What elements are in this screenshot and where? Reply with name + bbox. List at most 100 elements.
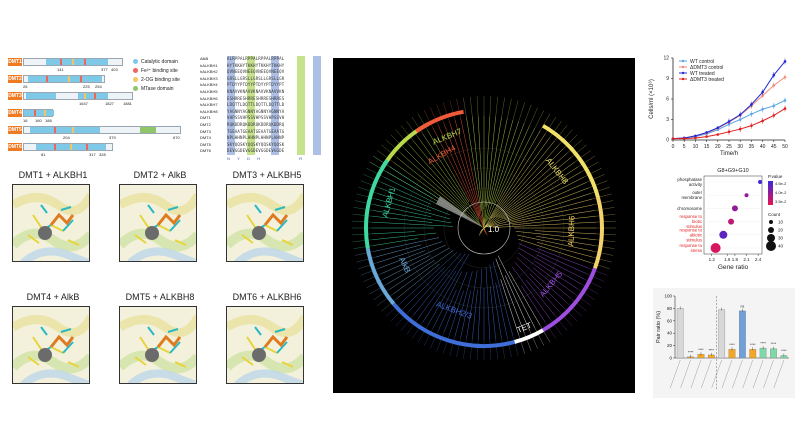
tree-leaf-label [583,278,602,289]
tree-branch [422,270,457,323]
tree-leaf-label [577,288,595,301]
domain-segment [140,127,156,133]
tree-internal-arc [443,187,525,269]
tree-leaf-label [456,98,461,119]
alignment-sequence-name: hALKBH5 [200,89,218,94]
tree-leaf-label [567,139,583,154]
alignment-sequence-name: hALKBH6 [200,95,218,101]
x-category-label [763,359,774,389]
protein-ribbon [20,369,89,383]
tree-leaf-label [586,273,605,282]
alignment-sequence-name: DMT6 [200,148,211,154]
category-label: phosphatase [677,177,702,182]
tree-leaf-label [583,167,602,178]
residue-stick [174,239,187,246]
y-axis-label: Cells/ml (×10⁶) [648,79,655,119]
alignment-sequence-name: hALKBH4 [200,82,218,88]
domain-position-label: 141 [57,67,64,72]
protein-structure-render [13,192,89,261]
tree-leaf-label [373,288,391,301]
tree-branch [449,121,487,234]
legend-label: ΔDMT3 treated [690,77,724,83]
tree-leaf-label [358,262,378,269]
colorbar-tick-label: 4.5e-2 [775,181,787,186]
domain-position-label: 26 [23,84,28,89]
alignment-sequence-name: hALKBH8 [200,108,218,114]
domain-segment [72,59,74,65]
count-legend-dot [768,227,774,233]
tree-branch [404,266,446,308]
tree-branch [497,255,536,328]
domain-position-label: 379 [109,135,116,140]
tree-leaf-label [593,251,614,256]
x-tick-label: 5 [683,144,686,150]
y-tick-label: 12 [663,56,669,62]
tree-leaf-label [570,144,587,158]
domain-position-label: 225 [83,84,90,89]
residue-stick [281,239,294,246]
domain-position-label: 670 [173,135,180,140]
tree-leaf-label [595,239,616,242]
tree-branch [483,166,579,229]
domain-segment [84,59,86,65]
alignment-sequence-row: DEVGGDEVGGDEVGGDEVGGDE [227,148,285,154]
tree-branch [517,234,594,252]
tree-leaf-label [354,200,375,205]
tree-branch [480,148,564,232]
growth-curve-chart: 0 3 6 9 12 0 5 10 15 20 25 30 35 40 45 50 Time/h Cells/ml… [648,56,788,158]
tree-leaf-label [363,174,382,183]
tree-branch [384,255,430,280]
residue-stick [67,361,80,368]
enrichment-dot [758,180,763,184]
tree-branch [375,244,422,258]
count-legend-label: 10 [778,220,784,225]
colorbar-tick-label: 3.5e-2 [775,199,787,204]
legend-dot-icon [133,59,138,65]
alignment-sequence-name: hALKBH7 [200,102,218,108]
tree-leaf-label [463,338,467,359]
x-tick-label: 35 [749,144,755,150]
domain-segment [70,144,72,150]
significance-label: **** [709,348,715,352]
legend-marker [681,71,685,75]
dmt-tag: DMT3 [8,92,22,100]
residue-stick [174,361,187,368]
significance-label: **** [750,343,756,347]
tree-branch [432,128,480,219]
tree-branch [389,259,435,290]
y-tick-label: 100 [664,294,672,299]
tree-leaf-label [400,314,414,331]
category-label: activity [689,182,703,187]
tree-leaf-label [390,134,405,149]
y-tick-label: 0 [669,356,672,361]
tree-branch [489,285,496,340]
tree-leaf-label [352,233,373,236]
domain-segment [44,110,46,116]
dmt-tag: DMT4 [8,109,22,117]
x-category-label [773,359,785,389]
tree-branch [472,116,485,231]
y-tick-label: 9 [666,76,669,82]
residue-stick [264,224,278,232]
tree-branch [518,238,591,263]
tree-leaf-label [577,155,595,168]
domain-bar [23,92,133,100]
metal-ion-sphere [38,348,52,362]
protein-ribbon [227,192,303,216]
tree-branch [372,221,454,227]
tree-leaf-label [590,262,610,269]
tree-branch [487,117,502,206]
residue-stick [27,356,40,366]
pair-ratio-panel: 0 20 40 60 80 100 Pair ratio (%) **** **** **** **… [653,288,795,398]
tree-branch [449,290,464,335]
x-category-label [721,359,733,389]
domain-segment [24,110,54,116]
x-tick-label: 0 [672,144,675,150]
protein-ribbon [227,228,303,252]
bar [676,308,684,359]
tree-leaf-label [430,107,439,126]
x-tick-label: 20 [715,144,721,150]
tree-leaf-label [570,298,587,312]
residue-stick [167,206,179,211]
x-axis-label: Time/h [720,151,738,157]
